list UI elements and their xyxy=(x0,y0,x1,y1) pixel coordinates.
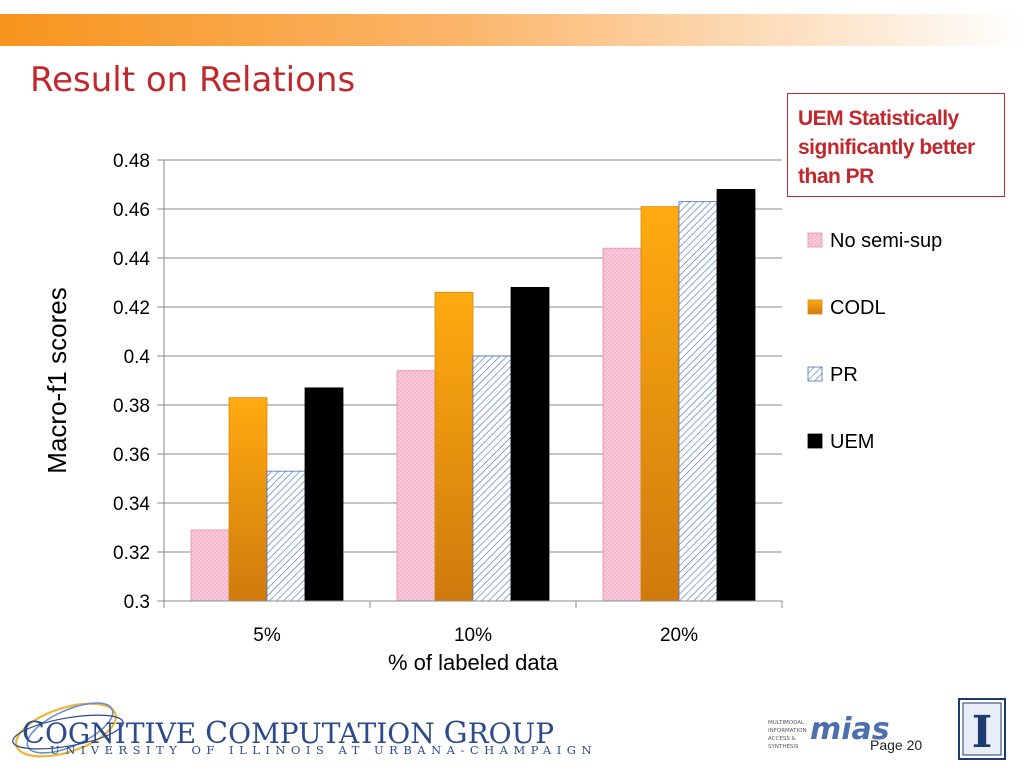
bars-layer xyxy=(190,188,756,602)
svg-text:ACCESS &: ACCESS & xyxy=(768,736,797,742)
y-tick-label: 0.44 xyxy=(113,249,150,270)
legend: No semi-sup CODL PR UEM xyxy=(807,230,942,453)
y-tick-label: 0.36 xyxy=(113,445,150,466)
legend-label: PR xyxy=(830,364,858,386)
group-name-part: OGNITIVE xyxy=(44,717,206,750)
y-tick-label: 0.32 xyxy=(113,543,150,564)
y-axis-label: Macro-f1 scores xyxy=(42,287,72,473)
y-tick-label: 0.34 xyxy=(113,494,150,515)
illinois-block-i-icon: I xyxy=(958,698,1006,760)
svg-text:INFORMATION: INFORMATION xyxy=(768,728,807,734)
header-bar xyxy=(0,14,1024,46)
y-tick-label: 0.4 xyxy=(124,347,151,368)
bar xyxy=(434,291,474,602)
group-name-part: ROUP xyxy=(467,717,555,750)
ccg-swoosh-icon xyxy=(12,702,124,758)
mias-label: mias xyxy=(810,712,890,747)
bar xyxy=(266,470,306,602)
x-tick-label: 5% xyxy=(253,625,281,646)
y-tick-label: 0.38 xyxy=(113,396,150,417)
y-tick-label: 0.3 xyxy=(124,592,150,613)
y-tick-label: 0.42 xyxy=(113,298,150,319)
slide-title: Result on Relations xyxy=(30,60,356,100)
legend-label: UEM xyxy=(830,431,874,453)
group-name-part: OMPUTATION xyxy=(228,717,444,750)
bar-chart: 0.3 0.32 0.34 0.36 0.38 0.4 0.42 0.44 0.46 0.48 5%… xyxy=(42,151,942,675)
svg-text:SYNTHESIS: SYNTHESIS xyxy=(768,744,799,750)
x-axis-label: % of labeled data xyxy=(388,650,559,675)
bar xyxy=(640,206,680,602)
legend-swatch xyxy=(807,299,823,315)
y-tick-label: 0.48 xyxy=(113,151,150,172)
group-name-part: C xyxy=(22,716,45,751)
x-tick-label: 10% xyxy=(454,625,492,646)
bar xyxy=(228,397,268,602)
y-tick-label: 0.46 xyxy=(113,200,150,221)
bar xyxy=(510,286,550,602)
legend-swatch xyxy=(807,366,823,382)
page-number: Page 20 xyxy=(870,737,923,753)
x-tick-label: 20% xyxy=(660,625,698,646)
bar xyxy=(602,247,642,602)
callout-text: UEM Statistically significantly better t… xyxy=(798,107,975,188)
legend-swatch xyxy=(807,232,823,248)
bar xyxy=(396,370,436,602)
university-name: UNIVERSITY OF ILLINOIS AT URBANA-CHAMPAI… xyxy=(50,743,598,757)
bar xyxy=(678,201,718,602)
bar xyxy=(304,387,344,602)
legend-label: No semi-sup xyxy=(830,230,942,252)
callout-box: UEM Statistically significantly better t… xyxy=(787,93,1005,197)
legend-swatch xyxy=(807,433,823,449)
group-name-part: C xyxy=(205,716,229,751)
axes-layer: 0.3 0.32 0.34 0.36 0.38 0.4 0.42 0.44 0.46 0.48 5%… xyxy=(113,151,783,646)
mias-logo-icon: MULTIMODAL INFORMATION ACCESS & SYNTHESI… xyxy=(768,720,807,750)
illinois-mark: I xyxy=(972,707,993,758)
group-name: COGNITIVE COMPUTATION GROUP xyxy=(22,716,554,751)
bar xyxy=(716,188,756,602)
bar xyxy=(190,529,230,602)
svg-text:MULTIMODAL: MULTIMODAL xyxy=(768,720,805,726)
bar xyxy=(472,355,512,602)
group-name-part: G xyxy=(443,716,468,751)
legend-label: CODL xyxy=(830,297,886,319)
